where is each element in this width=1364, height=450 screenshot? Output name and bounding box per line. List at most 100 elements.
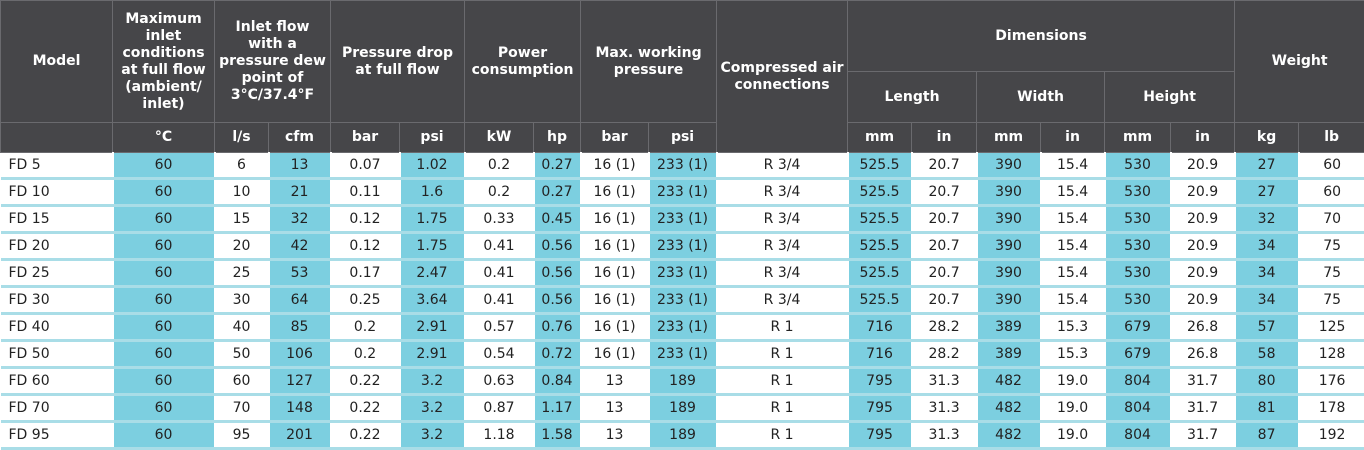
table-cell: 58 — [1235, 341, 1299, 368]
table-cell: 0.41 — [465, 287, 534, 314]
table-cell: 106 — [269, 341, 331, 368]
table-cell: 233 (1) — [649, 206, 717, 233]
table-cell: R 1 — [717, 368, 848, 395]
table-cell: 804 — [1105, 422, 1171, 449]
table-cell: 16 (1) — [581, 260, 649, 287]
table-cell: 795 — [848, 422, 912, 449]
table-cell: 716 — [848, 341, 912, 368]
table-cell: 25 — [215, 260, 269, 287]
table-cell: 31.7 — [1171, 422, 1235, 449]
table-cell: 233 (1) — [649, 287, 717, 314]
table-cell: 60 — [215, 368, 269, 395]
table-cell: 60 — [1299, 179, 1364, 206]
model-cell: FD 25 — [1, 260, 113, 287]
table-cell: 26.8 — [1171, 314, 1235, 341]
table-cell: 0.22 — [331, 395, 400, 422]
table-cell: 0.17 — [331, 260, 400, 287]
table-cell: 19.0 — [1041, 368, 1105, 395]
table-cell: 50 — [215, 341, 269, 368]
table-cell: 189 — [649, 422, 717, 449]
table-cell: 95 — [215, 422, 269, 449]
header-weight: Weight — [1235, 1, 1364, 123]
table-cell: 75 — [1299, 287, 1364, 314]
table-cell: 31.7 — [1171, 368, 1235, 395]
table-cell: 530 — [1105, 287, 1171, 314]
table-cell: 127 — [269, 368, 331, 395]
table-cell: 20 — [215, 233, 269, 260]
table-cell: 26.8 — [1171, 341, 1235, 368]
table-cell: 176 — [1299, 368, 1364, 395]
table-cell: 10 — [215, 179, 269, 206]
table-cell: 0.2 — [331, 314, 400, 341]
table-cell: 60 — [113, 206, 215, 233]
table-cell: 60 — [113, 341, 215, 368]
unit-header: in — [912, 123, 977, 153]
table-cell: 1.58 — [534, 422, 581, 449]
table-cell: 0.2 — [465, 153, 534, 179]
table-cell: R 3/4 — [717, 233, 848, 260]
table-cell: 525.5 — [848, 233, 912, 260]
table-cell: 20.7 — [912, 260, 977, 287]
table-cell: 189 — [649, 368, 717, 395]
table-cell: 0.12 — [331, 233, 400, 260]
table-cell: 178 — [1299, 395, 1364, 422]
table-cell: 0.45 — [534, 206, 581, 233]
table-cell: 389 — [977, 314, 1041, 341]
header-dimensions: Dimensions — [848, 1, 1235, 72]
unit-header: kg — [1235, 123, 1299, 153]
table-cell: 0.33 — [465, 206, 534, 233]
table-cell: 16 (1) — [581, 233, 649, 260]
table-cell: 15.4 — [1041, 153, 1105, 179]
table-cell: 390 — [977, 260, 1041, 287]
table-cell: 70 — [1299, 206, 1364, 233]
table-cell: 60 — [113, 287, 215, 314]
table-cell: 15.3 — [1041, 341, 1105, 368]
table-cell: 390 — [977, 206, 1041, 233]
table-cell: 0.84 — [534, 368, 581, 395]
table-cell: 482 — [977, 422, 1041, 449]
table-cell: 27 — [1235, 179, 1299, 206]
model-cell: FD 15 — [1, 206, 113, 233]
table-cell: 233 (1) — [649, 260, 717, 287]
table-cell: 482 — [977, 368, 1041, 395]
header-length: Length — [848, 72, 977, 123]
table-cell: 530 — [1105, 153, 1171, 179]
table-cell: 0.2 — [331, 341, 400, 368]
table-cell: R 3/4 — [717, 206, 848, 233]
table-cell: R 3/4 — [717, 260, 848, 287]
table-cell: 15.3 — [1041, 314, 1105, 341]
table-cell: 804 — [1105, 368, 1171, 395]
table-cell: 28.2 — [912, 314, 977, 341]
table-cell: 16 (1) — [581, 287, 649, 314]
table-cell: 233 (1) — [649, 153, 717, 179]
table-cell: 1.18 — [465, 422, 534, 449]
table-cell: 32 — [269, 206, 331, 233]
table-cell: 34 — [1235, 260, 1299, 287]
table-cell: 16 (1) — [581, 314, 649, 341]
table-cell: 0.72 — [534, 341, 581, 368]
table-cell: R 1 — [717, 395, 848, 422]
table-cell: 0.56 — [534, 287, 581, 314]
table-cell: 0.2 — [465, 179, 534, 206]
unit-header: in — [1171, 123, 1235, 153]
table-cell: 21 — [269, 179, 331, 206]
table-cell: 3.2 — [400, 422, 465, 449]
table-cell: 1.75 — [400, 233, 465, 260]
table-cell: 679 — [1105, 314, 1171, 341]
unit-header: cfm — [269, 123, 331, 153]
table-cell: 42 — [269, 233, 331, 260]
table-cell: R 1 — [717, 341, 848, 368]
header-max-pressure: Max. working pressure — [581, 1, 717, 123]
header-power: Power consumption — [465, 1, 581, 123]
table-cell: 20.9 — [1171, 179, 1235, 206]
table-cell: 75 — [1299, 260, 1364, 287]
